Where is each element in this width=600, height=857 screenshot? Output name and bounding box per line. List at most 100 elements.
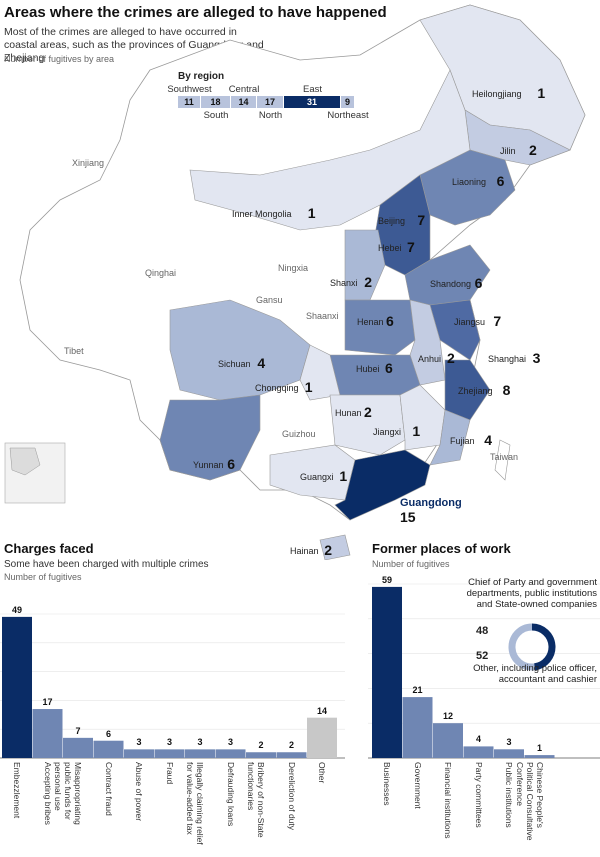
bar — [433, 723, 463, 758]
map-label-ningxia: Ningxia — [278, 263, 309, 273]
donut-value-1: 48 — [476, 625, 489, 637]
x-tick-label: Accepting bribes — [42, 762, 53, 825]
map-count-jilin: 2 — [529, 142, 537, 158]
map-label-guangdong: Guangdong — [400, 497, 462, 509]
x-tick-label: Misappropriating public funds for person… — [53, 762, 83, 825]
map-count-heilongjiang: 1 — [537, 85, 546, 101]
bar-value-label: 14 — [316, 705, 327, 716]
region-value-box: 18 — [201, 96, 231, 108]
map-label-hainan: Hainan — [290, 546, 319, 556]
map-count-hebei: 7 — [407, 239, 415, 255]
map-count-zhejiang: 8 — [502, 382, 511, 398]
bar-value-label: 21 — [412, 685, 423, 696]
china-map — [4, 4, 586, 560]
work-ylabel: Number of fugitives — [372, 559, 450, 569]
page-title: Areas where the crimes are alleged to ha… — [4, 4, 387, 21]
bar-value-label: 1 — [536, 743, 542, 754]
work-chart — [368, 583, 600, 759]
bar-value-label: 3 — [166, 737, 172, 748]
x-tick-label: Embezzlement — [12, 762, 22, 819]
bar — [32, 709, 63, 758]
bar — [246, 752, 276, 758]
map-count-beijing: 7 — [417, 212, 426, 228]
bar — [63, 737, 93, 758]
map-label-sichuan: Sichuan — [218, 359, 251, 369]
region-yunnan — [159, 394, 261, 481]
map-count-shanghai: 3 — [532, 350, 541, 366]
bar-value-label: 12 — [442, 711, 453, 722]
map-note: Number of fugitives by area — [4, 54, 115, 64]
page-subtitle: Most of the crimes are alleged to have o… — [4, 26, 264, 64]
bar — [185, 749, 215, 758]
map-label-chongqing: Chongqing — [255, 383, 299, 393]
map-count-hunan: 2 — [364, 404, 372, 420]
bar — [402, 697, 433, 758]
bar-value-label: 2 — [258, 740, 264, 751]
region-value-box: 14 — [231, 96, 257, 108]
map-label-hubei: Hubei — [356, 364, 380, 374]
bar — [307, 717, 337, 758]
region-liaoning — [419, 149, 516, 226]
map-label-heilongjiang: Heilongjiang — [472, 89, 522, 99]
map-label-shaanxi: Shaanxi — [306, 311, 339, 321]
bar-value-label: 6 — [105, 728, 111, 739]
bar — [154, 749, 185, 758]
bar-value-label: 7 — [75, 725, 81, 736]
region-heading: By region — [178, 71, 225, 82]
bar — [524, 755, 555, 758]
map-label-liaoning: Liaoning — [452, 177, 487, 187]
x-tick-label: Financial institutions — [443, 762, 453, 839]
map-count-shanxi: 2 — [364, 274, 372, 290]
bar-value-label: 3 — [506, 737, 512, 748]
region-name-label: East — [302, 84, 322, 95]
map-count-liaoning: 6 — [496, 173, 505, 189]
bar-value-label: 49 — [11, 604, 22, 615]
bar — [2, 616, 32, 758]
map-label-jiangsu: Jiangsu — [454, 317, 486, 327]
map-label-shandong: Shandong — [430, 279, 472, 289]
x-tick-label: Businesses — [382, 762, 392, 806]
map-label-shanxi: Shanxi — [330, 278, 358, 288]
map-count-anhui: 2 — [447, 350, 455, 366]
bar-value-label: 2 — [288, 740, 294, 751]
region-hubei — [329, 354, 421, 396]
bar-value-label: 4 — [475, 734, 481, 745]
region-anhui — [409, 299, 446, 386]
map-label-henan: Henan — [357, 317, 384, 327]
x-tick-label: Illegally claiming relief for value-adde… — [185, 762, 205, 845]
map-label-hebei: Hebei — [378, 243, 402, 253]
bar — [463, 746, 494, 758]
region-name-label: Central — [228, 84, 260, 95]
region-value-box: 9 — [341, 96, 355, 108]
bar-value-label: 59 — [381, 574, 392, 585]
map-label-hunan: Hunan — [335, 408, 362, 418]
map-count-chongqing: 1 — [304, 379, 313, 395]
bar — [372, 586, 402, 758]
x-tick-label: Abuse of power — [134, 762, 144, 822]
map-label-qinghai: Qinghai — [145, 268, 177, 278]
map-count-shandong: 6 — [474, 275, 483, 291]
donut-label-1: Chief of Party and government department… — [466, 577, 597, 610]
bar — [215, 749, 246, 758]
map-count-inner-mongolia: 1 — [307, 205, 316, 221]
region-name-label: Northeast — [327, 110, 369, 121]
map-count-yunnan: 6 — [227, 456, 235, 472]
region-value-box: 31 — [284, 96, 341, 108]
region-fujian — [429, 409, 471, 466]
map-count-guangdong: 15 — [400, 509, 416, 525]
x-tick-label: Chinese People's Political Consultative … — [514, 762, 545, 841]
map-count-henan: 6 — [386, 313, 394, 329]
donut-chart — [508, 623, 556, 671]
map-label-shanghai: Shanghai — [488, 354, 527, 364]
donut-slice — [508, 623, 535, 671]
map-label-guizhou: Guizhou — [282, 429, 316, 439]
x-tick-label: Dereliction of duty — [286, 762, 297, 831]
map-label-taiwan: Taiwan — [490, 452, 519, 462]
map-count-fujian: 4 — [484, 432, 492, 448]
x-tick-label: Public institutions — [504, 762, 514, 828]
map-label-beijing: Beijing — [378, 216, 406, 226]
donut-label-2: Other, including police officer, account… — [473, 663, 597, 685]
donut-value-2: 52 — [476, 650, 489, 662]
map-label-xinjiang: Xinjiang — [72, 158, 105, 168]
region-zhejiang — [444, 359, 491, 421]
